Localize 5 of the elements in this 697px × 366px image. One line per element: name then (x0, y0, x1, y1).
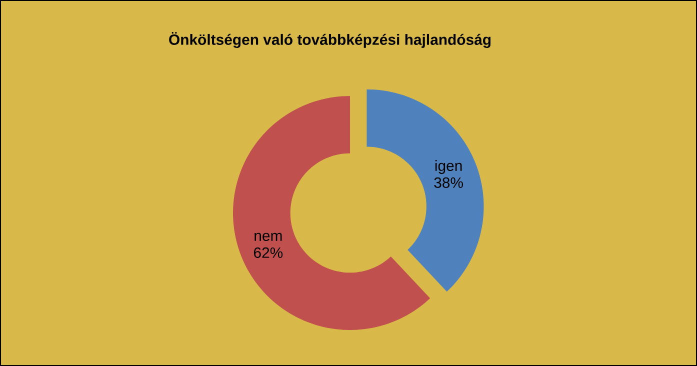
data-label: 62% (254, 247, 283, 258)
data-label: 38% (434, 177, 463, 188)
slice-label: nem (254, 232, 282, 242)
slice-label: igen (435, 160, 462, 174)
chart-title: Önköltségen való továbbképzési hajlandóság (169, 32, 491, 48)
